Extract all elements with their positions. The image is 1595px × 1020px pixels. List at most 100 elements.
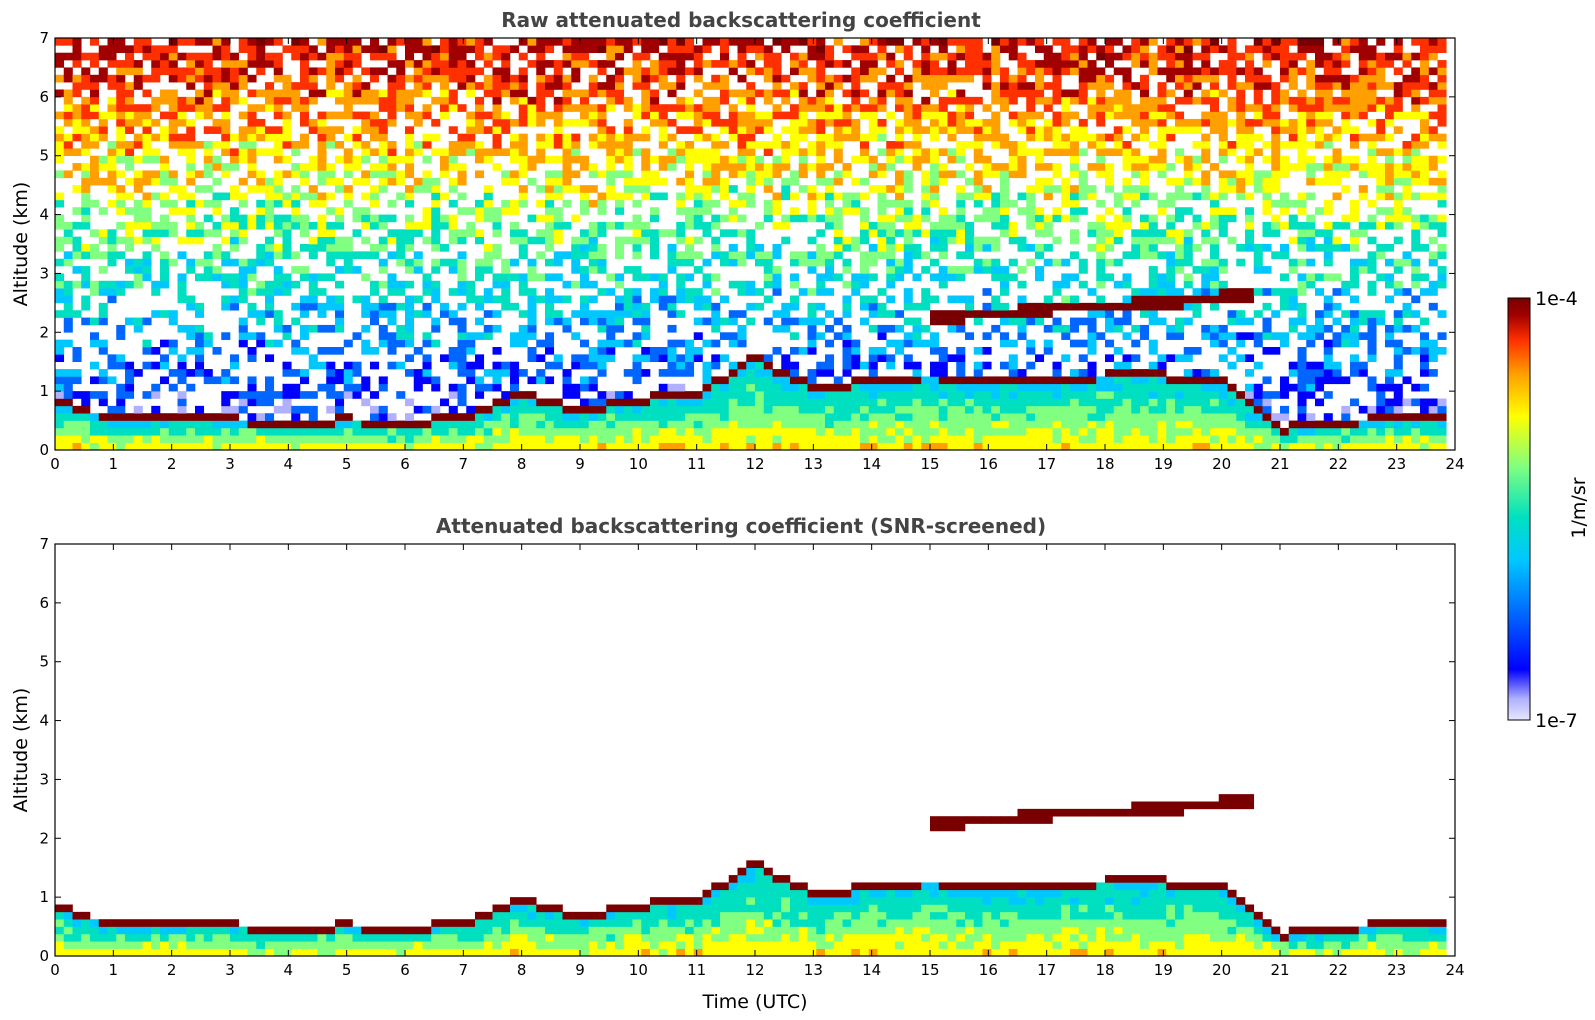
heatmap-cell — [913, 318, 922, 326]
heatmap-cell — [1088, 369, 1097, 377]
heatmap-cell — [510, 421, 519, 429]
heatmap-cell — [939, 281, 948, 289]
heatmap-cell — [361, 325, 370, 333]
heatmap-cell — [274, 251, 283, 259]
heatmap-cell — [1000, 406, 1009, 414]
heatmap-cell — [283, 200, 292, 208]
heatmap-cell — [370, 413, 379, 421]
heatmap-cell — [239, 281, 248, 289]
heatmap-cell — [650, 273, 659, 281]
heatmap-cell — [195, 141, 204, 149]
heatmap-cell — [834, 104, 843, 112]
heatmap-cell — [580, 362, 589, 370]
heatmap-cell — [816, 421, 825, 429]
heatmap-cell — [414, 406, 423, 414]
heatmap-cell — [1105, 376, 1114, 384]
heatmap-cell — [143, 435, 152, 443]
heatmap-cell — [99, 391, 108, 399]
heatmap-cell — [580, 376, 589, 384]
heatmap-cell — [458, 318, 467, 326]
heatmap-cell — [466, 288, 475, 296]
heatmap-cell — [1070, 340, 1079, 348]
heatmap-cell — [1228, 60, 1237, 68]
heatmap-cell — [388, 340, 397, 348]
heatmap-cell — [239, 259, 248, 267]
heatmap-cell — [64, 281, 73, 289]
heatmap-cell — [554, 443, 563, 451]
heatmap-cell — [151, 148, 160, 156]
heatmap-cell — [265, 185, 274, 193]
heatmap-cell — [738, 251, 747, 259]
heatmap-cell — [790, 67, 799, 75]
heatmap-cell — [423, 406, 432, 414]
heatmap-cell — [720, 119, 729, 127]
heatmap-cell — [816, 251, 825, 259]
heatmap-cell — [886, 354, 895, 362]
heatmap-cell — [676, 207, 685, 215]
heatmap-cell — [1140, 45, 1149, 53]
heatmap-cell — [81, 413, 90, 421]
heatmap-cell — [738, 141, 747, 149]
heatmap-cell — [1009, 200, 1018, 208]
heatmap-cell — [1210, 163, 1219, 171]
heatmap-cell — [1149, 303, 1158, 311]
heatmap-cell — [773, 75, 782, 83]
heatmap-cell — [1210, 45, 1219, 53]
heatmap-cell — [125, 97, 134, 105]
heatmap-cell — [519, 281, 528, 289]
heatmap-cell — [1210, 443, 1219, 451]
heatmap-cell — [641, 38, 650, 46]
heatmap-cell — [956, 384, 965, 392]
heatmap-cell — [1096, 148, 1105, 156]
heatmap-cell — [99, 53, 108, 61]
heatmap-cell — [843, 354, 852, 362]
heatmap-cell — [598, 90, 607, 98]
heatmap-cell — [475, 391, 484, 399]
heatmap-cell — [738, 215, 747, 223]
heatmap-cell — [598, 325, 607, 333]
heatmap-cell — [1219, 185, 1228, 193]
heatmap-cell — [195, 60, 204, 68]
heatmap-cell — [589, 163, 598, 171]
heatmap-cell — [116, 354, 125, 362]
heatmap-cell — [1070, 251, 1079, 259]
heatmap-cell — [1210, 369, 1219, 377]
heatmap-cell — [563, 97, 572, 105]
heatmap-cell — [493, 435, 502, 443]
heatmap-cell — [178, 421, 187, 429]
heatmap-cell — [773, 141, 782, 149]
heatmap-cell — [615, 148, 624, 156]
heatmap-cell — [764, 215, 773, 223]
heatmap-cell — [755, 399, 764, 407]
heatmap-cell — [55, 406, 64, 414]
heatmap-cell — [1166, 391, 1175, 399]
heatmap-cell — [991, 237, 1000, 245]
heatmap-cell — [773, 82, 782, 90]
heatmap-cell — [834, 244, 843, 252]
heatmap-cell — [1184, 384, 1193, 392]
heatmap-cell — [519, 112, 528, 120]
heatmap-cell — [414, 266, 423, 274]
heatmap-cell — [256, 185, 265, 193]
heatmap-cell — [248, 170, 257, 178]
heatmap-cell — [221, 112, 230, 120]
heatmap-cell — [510, 148, 519, 156]
heatmap-cell — [213, 421, 222, 429]
heatmap-cell — [729, 67, 738, 75]
heatmap-cell — [81, 75, 90, 83]
heatmap-cell — [1201, 60, 1210, 68]
heatmap-cell — [134, 207, 143, 215]
heatmap-cell — [886, 141, 895, 149]
heatmap-cell — [283, 215, 292, 223]
heatmap-cell — [1035, 97, 1044, 105]
heatmap-cell — [1026, 391, 1035, 399]
heatmap-cell — [265, 296, 274, 304]
heatmap-cell — [475, 443, 484, 451]
heatmap-cell — [545, 318, 554, 326]
heatmap-cell — [755, 251, 764, 259]
heatmap-cell — [458, 163, 467, 171]
heatmap-cell — [1000, 310, 1009, 318]
heatmap-cell — [1070, 97, 1079, 105]
heatmap-cell — [606, 104, 615, 112]
heatmap-cell — [676, 399, 685, 407]
